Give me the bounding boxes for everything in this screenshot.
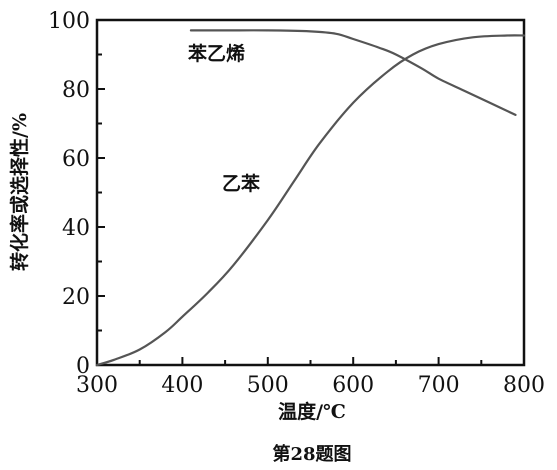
series-label-styrene: 苯乙烯 — [187, 42, 245, 65]
figure-caption: 第28题图 — [272, 443, 351, 465]
x-tick-label: 300 — [76, 373, 118, 398]
tick-labels: 300 400 500 600 700 800 0 20 40 60 80 100 — [48, 9, 545, 398]
y-axis-title: 转化率或选择性/% — [8, 113, 31, 271]
y-tick-label: 60 — [62, 147, 90, 172]
series-layer — [95, 29, 526, 367]
y-tick-label: 100 — [48, 9, 90, 34]
x-tick-label: 400 — [161, 373, 203, 398]
tick-marks — [96, 19, 525, 366]
y-tick-label: 20 — [62, 285, 90, 310]
x-tick-label: 600 — [332, 373, 374, 398]
series-label-ethylbenzene: 乙苯 — [222, 172, 260, 195]
x-tick-label: 800 — [503, 373, 545, 398]
x-tick-label: 500 — [247, 373, 289, 398]
series-line-styrene — [189, 29, 517, 116]
y-tick-label: 0 — [76, 354, 90, 379]
y-tick-label: 40 — [62, 216, 90, 241]
y-tick-label: 80 — [62, 78, 90, 103]
x-axis-title: 温度/℃ — [278, 400, 346, 423]
x-tick-label: 700 — [418, 373, 460, 398]
series-line-ethylbenzene — [95, 34, 526, 367]
plot-frame — [95, 18, 526, 367]
